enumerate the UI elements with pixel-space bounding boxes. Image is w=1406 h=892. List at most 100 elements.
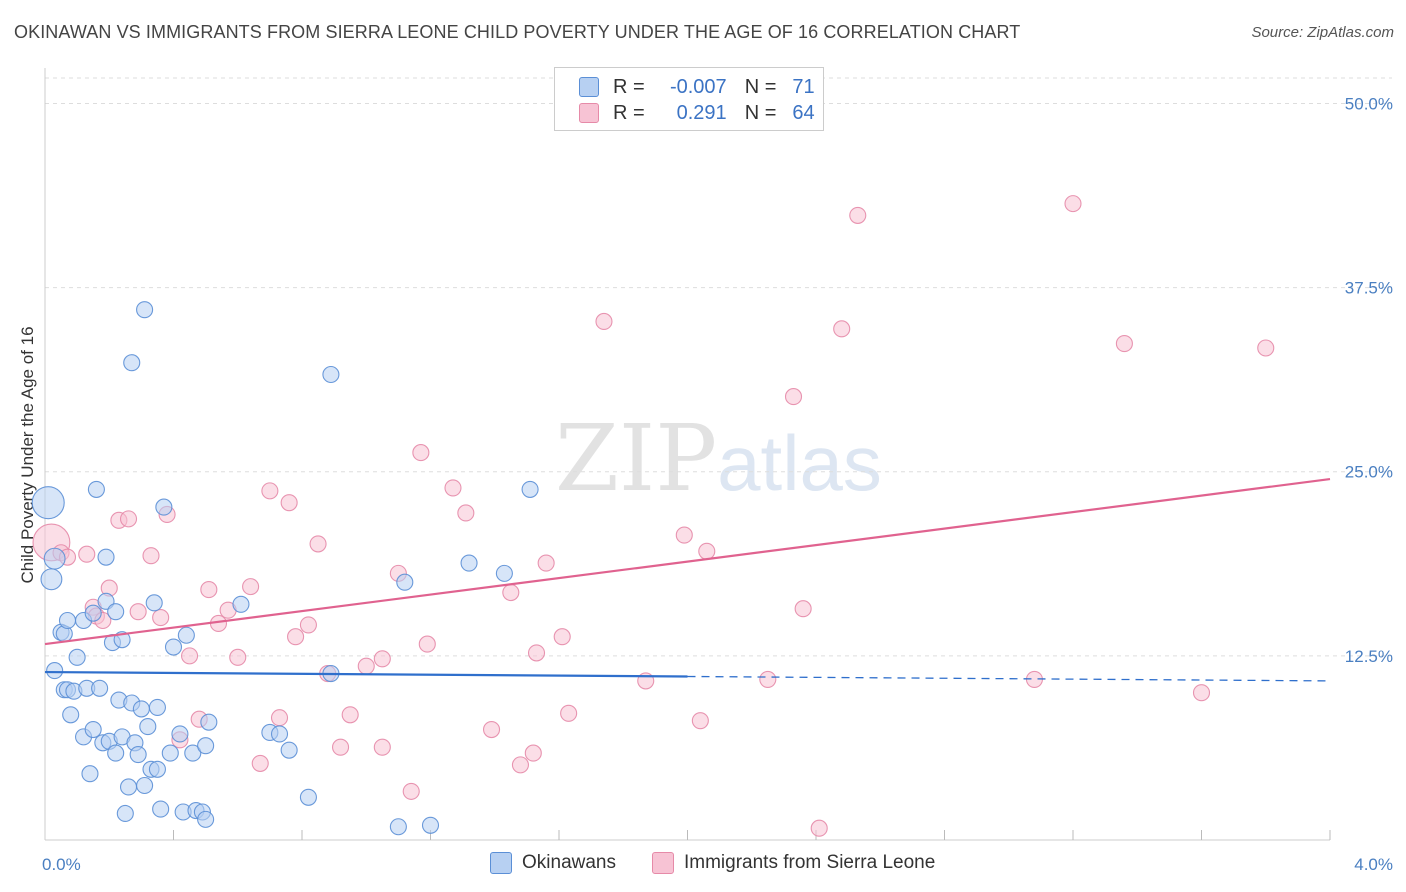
okinawan-point-37 — [136, 301, 154, 319]
sierra-leone-points — [32, 195, 1275, 837]
okinawan-point-39 — [139, 718, 157, 736]
sierra-leone-point-17 — [200, 581, 218, 599]
sierra-leone-point-54 — [759, 670, 777, 688]
okinawan-point-35 — [129, 746, 147, 764]
sierra-leone-point-10 — [129, 603, 147, 621]
okinawan-point-17 — [84, 720, 102, 739]
source-label: Source: ZipAtlas.com — [1251, 24, 1394, 41]
okinawan-point-50 — [177, 626, 195, 644]
sierra-leone-point-61 — [1064, 195, 1082, 213]
legend-swatch-sierra-leone — [652, 852, 674, 874]
sierra-leone-point-37 — [412, 444, 430, 462]
sierra-leone-point-27 — [299, 616, 317, 634]
okinawan-point-41 — [145, 594, 163, 612]
sierra-leone-point-51 — [675, 526, 693, 544]
okinawan-point-48 — [171, 725, 189, 743]
sierra-leone-point-22 — [251, 754, 269, 772]
sierra-leone-point-42 — [502, 583, 520, 602]
sierra-leone-point-46 — [537, 554, 555, 572]
legend-label-okinawans: Okinawans — [522, 852, 616, 873]
sierra-leone-point-39 — [444, 479, 462, 497]
okinawan-point-43 — [148, 698, 166, 716]
legend-row-okinawans: R = -0.007 N = 71 — [579, 75, 815, 99]
sierra-leone-point-47 — [553, 628, 571, 646]
sierra-leone-point-53 — [698, 542, 716, 560]
okinawan-point-65 — [396, 573, 414, 591]
y-tick-label-3: 50.0% — [1345, 94, 1393, 113]
sierra-leone-point-26 — [287, 628, 305, 646]
y-tick-label-1: 25.0% — [1345, 463, 1393, 482]
okinawan-point-64 — [389, 818, 407, 836]
trend-lines — [44, 478, 1331, 682]
okinawan-trend-extension — [687, 675, 1331, 682]
legend-swatch-okinawans — [579, 77, 599, 97]
okinawan-point-1 — [40, 568, 63, 591]
okinawan-point-18 — [87, 480, 105, 498]
legend-row-sierra-leone: R = 0.291 N = 64 — [579, 101, 815, 125]
sierra-leone-point-57 — [810, 819, 828, 837]
sierra-leone-trend-line — [44, 478, 1331, 646]
gridlines — [45, 77, 1392, 657]
x-tick-label-1: 4.0% — [1354, 855, 1393, 874]
okinawan-point-7 — [58, 611, 77, 630]
sierra-leone-point-12 — [152, 609, 170, 627]
sierra-leone-point-44 — [524, 744, 542, 762]
sierra-leone-point-38 — [418, 635, 436, 653]
series-legend: Okinawans Immigrants from Sierra Leone — [0, 852, 1406, 878]
legend-item-okinawans: Okinawans — [490, 852, 616, 874]
okinawan-point-45 — [155, 498, 173, 516]
sierra-leone-point-24 — [270, 709, 289, 727]
legend-label-sierra-leone: Immigrants from Sierra Leone — [684, 852, 936, 873]
sierra-leone-point-64 — [1257, 339, 1275, 357]
sierra-leone-point-58 — [833, 320, 851, 338]
sierra-leone-point-36 — [402, 782, 420, 800]
sierra-leone-point-56 — [794, 600, 812, 618]
okinawan-point-46 — [161, 744, 179, 762]
okinawan-point-42 — [148, 760, 166, 778]
watermark-zip: ZIP — [555, 405, 718, 512]
okinawan-point-38 — [136, 776, 154, 795]
sierra-leone-point-21 — [242, 578, 260, 596]
okinawan-point-59 — [270, 725, 289, 743]
sierra-leone-point-40 — [457, 504, 475, 522]
okinawan-point-9 — [62, 706, 80, 724]
legend-r-label: R = — [613, 101, 645, 124]
y-tick-label-2: 37.5% — [1345, 279, 1393, 298]
sierra-leone-point-31 — [341, 706, 359, 724]
legend-r-value-okinawans: -0.007 — [669, 75, 727, 98]
okinawan-point-69 — [521, 480, 539, 498]
sierra-leone-point-62 — [1115, 335, 1133, 353]
okinawan-point-67 — [460, 554, 478, 572]
legend-n-label: N = — [744, 75, 777, 98]
sierra-leone-point-28 — [309, 535, 327, 553]
legend-r-label: R = — [613, 75, 645, 98]
okinawan-trend-line — [44, 670, 688, 678]
sierra-leone-point-52 — [691, 712, 709, 730]
okinawan-point-68 — [495, 564, 513, 582]
okinawan-points — [31, 301, 539, 836]
legend-swatch-okinawans — [490, 852, 512, 874]
okinawan-point-62 — [322, 365, 340, 384]
sierra-leone-point-63 — [1192, 684, 1211, 702]
sierra-leone-point-23 — [261, 482, 279, 500]
okinawan-point-25 — [107, 603, 125, 621]
sierra-leone-point-32 — [357, 657, 375, 675]
legend-item-sierra-leone: Immigrants from Sierra Leone — [652, 852, 935, 874]
correlation-legend: R = -0.007 N = 71 R = 0.291 N = 64 — [554, 67, 824, 131]
axes — [44, 68, 1331, 841]
okinawan-point-66 — [421, 816, 440, 834]
okinawan-point-36 — [132, 700, 150, 718]
okinawan-point-3 — [46, 662, 64, 680]
okinawan-point-19 — [91, 679, 109, 697]
okinawan-point-57 — [232, 595, 250, 613]
sierra-leone-point-33 — [373, 650, 391, 668]
okinawan-point-26 — [107, 744, 125, 762]
okinawan-point-0 — [31, 486, 65, 520]
legend-n-label: N = — [744, 101, 777, 124]
sierra-leone-point-20 — [229, 648, 247, 666]
sierra-leone-point-15 — [181, 647, 199, 665]
sierra-leone-point-9 — [119, 510, 138, 528]
okinawan-point-56 — [200, 713, 218, 731]
okinawan-point-31 — [119, 778, 138, 796]
